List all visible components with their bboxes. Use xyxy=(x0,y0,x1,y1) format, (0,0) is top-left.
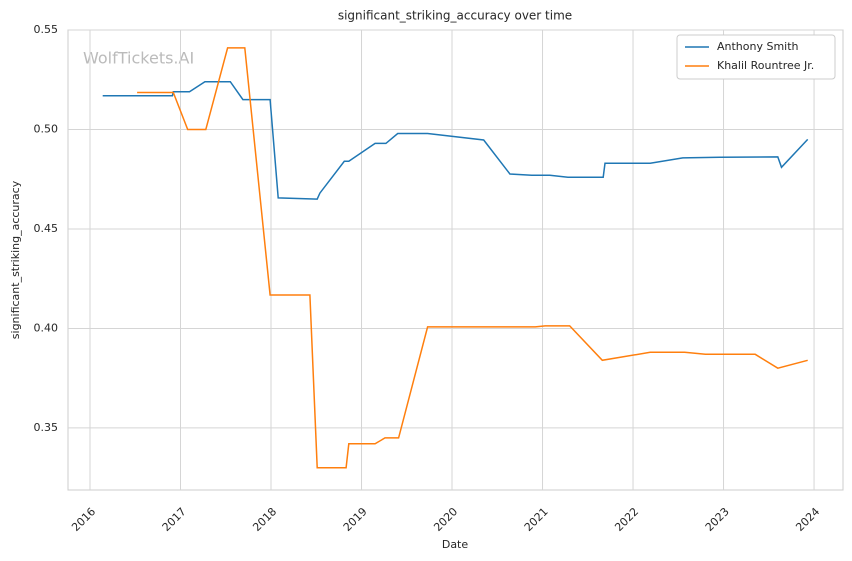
plot-area xyxy=(67,29,844,491)
watermark: WolfTickets.AI xyxy=(83,49,194,68)
y-tick-label: 0.50 xyxy=(34,122,59,135)
series-line xyxy=(102,80,809,200)
y-tick-label: 0.40 xyxy=(34,321,59,334)
y-tick-label: 0.35 xyxy=(34,421,59,434)
chart-title: significant_striking_accuracy over time xyxy=(338,9,572,23)
x-tick-label: 2019 xyxy=(341,505,370,534)
legend-label: Anthony Smith xyxy=(717,40,799,53)
x-tick-label: 2022 xyxy=(612,505,641,534)
y-tick-label: 0.55 xyxy=(34,23,59,36)
y-axis-label: significant_striking_accuracy xyxy=(9,180,22,339)
x-tick-label: 2021 xyxy=(522,505,551,534)
legend-box xyxy=(676,34,836,80)
x-tick-label: 2023 xyxy=(703,505,732,534)
series-line xyxy=(137,47,808,469)
x-tick-label: 2018 xyxy=(250,505,279,534)
x-axis-label: Date xyxy=(442,538,469,551)
legend-label: Khalil Rountree Jr. xyxy=(717,59,814,72)
x-tick-label: 2016 xyxy=(69,505,98,534)
y-tick-label: 0.45 xyxy=(34,222,59,235)
x-tick-label: 2017 xyxy=(160,505,189,534)
x-tick-label: 2024 xyxy=(793,505,822,534)
x-tick-label: 2020 xyxy=(431,505,460,534)
